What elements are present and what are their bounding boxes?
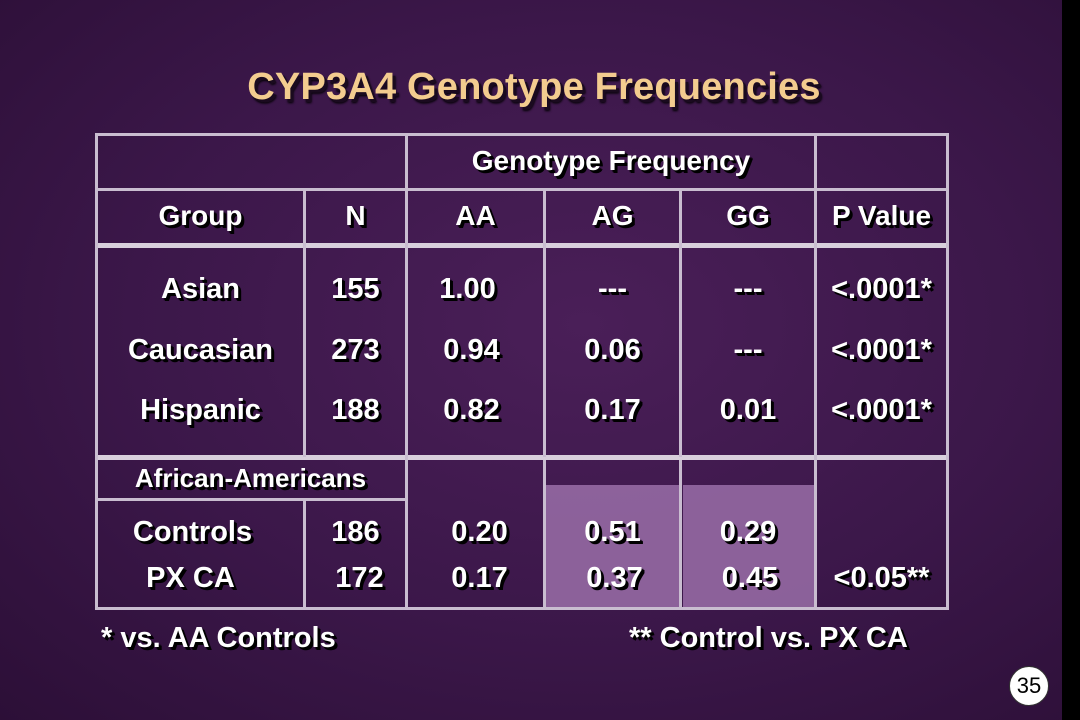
slide-title: CYP3A4 Genotype Frequencies <box>247 66 821 108</box>
row-gg: 0.01 <box>719 394 777 426</box>
row-group: Asian <box>161 273 240 305</box>
row-ag: --- <box>598 273 627 305</box>
highlight-gg <box>683 485 814 609</box>
header-genotype-frequency: Genotype Frequency <box>471 145 751 176</box>
highlight-ag <box>546 485 679 609</box>
footnote-right: ** Control vs. PX CA <box>629 622 908 654</box>
row-ag: 0.37 <box>586 562 643 594</box>
row-gg: 0.45 <box>721 562 779 594</box>
row-group: Controls <box>132 516 253 548</box>
row-p-value: <.0001* <box>831 334 932 366</box>
header-ag: AG <box>591 200 634 231</box>
header-gg: GG <box>726 200 770 231</box>
header-p-value: P Value <box>831 200 932 231</box>
row-n: 172 <box>335 562 384 594</box>
header-n: N <box>345 200 366 231</box>
row-n: 273 <box>331 334 380 366</box>
row-ag: 0.06 <box>584 334 641 366</box>
row-aa: 0.82 <box>443 394 500 426</box>
row-p-value: <.0001* <box>831 273 932 305</box>
header-group: Group <box>158 200 243 231</box>
slide-number-badge: 35 <box>1009 666 1049 706</box>
row-p-value: <0.05** <box>833 562 930 594</box>
row-p-value: <.0001* <box>831 394 932 426</box>
row-gg: --- <box>733 273 763 305</box>
row-ag: 0.51 <box>584 516 641 548</box>
row-n: 155 <box>331 273 380 305</box>
row-group: PX CA <box>146 562 235 594</box>
header-aa: AA <box>455 200 496 231</box>
row-aa: 0.20 <box>451 516 508 548</box>
row-group: Hispanic <box>140 394 261 426</box>
row-group: Caucasian <box>127 334 274 366</box>
row-n: 188 <box>331 394 380 426</box>
row-aa: 0.94 <box>443 334 500 366</box>
row-gg: 0.29 <box>719 516 777 548</box>
row-ag: 0.17 <box>584 394 641 426</box>
row-aa: 1.00 <box>439 273 496 305</box>
footnote-left: * vs. AA Controls <box>101 622 336 654</box>
section-label-african-americans: African-Americans <box>134 463 367 493</box>
row-n: 186 <box>331 516 380 548</box>
row-gg: --- <box>733 334 763 366</box>
row-aa: 0.17 <box>451 562 508 594</box>
